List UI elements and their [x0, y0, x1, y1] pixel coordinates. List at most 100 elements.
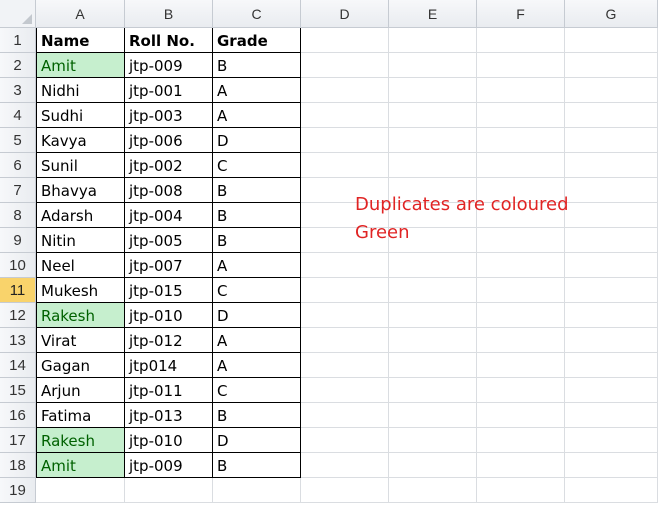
cell-e17[interactable] — [389, 428, 477, 453]
cell-f2[interactable] — [477, 53, 565, 78]
cell-c19[interactable] — [213, 478, 301, 503]
cell-g8[interactable] — [565, 203, 658, 228]
grade-cell[interactable]: B — [213, 53, 301, 78]
grade-cell[interactable]: D — [213, 128, 301, 153]
name-cell[interactable]: Amit — [36, 453, 125, 478]
name-cell[interactable]: Sudhi — [36, 103, 125, 128]
cell-e15[interactable] — [389, 378, 477, 403]
grade-cell[interactable]: A — [213, 328, 301, 353]
cell-f12[interactable] — [477, 303, 565, 328]
roll-cell[interactable]: jtp-012 — [125, 328, 213, 353]
cell-g11[interactable] — [565, 278, 658, 303]
cell-f3[interactable] — [477, 78, 565, 103]
cell-f10[interactable] — [477, 253, 565, 278]
cell-d12[interactable] — [301, 303, 389, 328]
cell-f16[interactable] — [477, 403, 565, 428]
name-cell[interactable]: Rakesh — [36, 303, 125, 328]
row-header-4[interactable]: 4 — [0, 103, 36, 128]
column-header-c[interactable]: C — [213, 0, 301, 28]
cell-e18[interactable] — [389, 453, 477, 478]
column-header-d[interactable]: D — [301, 0, 389, 28]
cell-d3[interactable] — [301, 78, 389, 103]
grade-cell[interactable]: C — [213, 153, 301, 178]
cell-a19[interactable] — [36, 478, 125, 503]
cell-d16[interactable] — [301, 403, 389, 428]
row-header-10[interactable]: 10 — [0, 253, 36, 278]
cell-g2[interactable] — [565, 53, 658, 78]
roll-cell[interactable]: jtp-001 — [125, 78, 213, 103]
cell-e1[interactable] — [389, 28, 477, 53]
name-cell[interactable]: Rakesh — [36, 428, 125, 453]
name-cell[interactable]: Amit — [36, 53, 125, 78]
grade-cell[interactable]: D — [213, 428, 301, 453]
header-cell-grade[interactable]: Grade — [213, 28, 301, 53]
roll-cell[interactable]: jtp-010 — [125, 303, 213, 328]
cell-e4[interactable] — [389, 103, 477, 128]
cell-f9[interactable] — [477, 228, 565, 253]
row-header-15[interactable]: 15 — [0, 378, 36, 403]
column-header-g[interactable]: G — [565, 0, 658, 28]
name-cell[interactable]: Adarsh — [36, 203, 125, 228]
roll-cell[interactable]: jtp-007 — [125, 253, 213, 278]
cell-d14[interactable] — [301, 353, 389, 378]
cell-d7[interactable] — [301, 178, 389, 203]
cell-d2[interactable] — [301, 53, 389, 78]
cell-e13[interactable] — [389, 328, 477, 353]
grade-cell[interactable]: A — [213, 103, 301, 128]
column-header-b[interactable]: B — [125, 0, 213, 28]
grade-cell[interactable]: A — [213, 353, 301, 378]
cell-e16[interactable] — [389, 403, 477, 428]
cell-g5[interactable] — [565, 128, 658, 153]
cell-g12[interactable] — [565, 303, 658, 328]
grade-cell[interactable]: A — [213, 253, 301, 278]
row-header-5[interactable]: 5 — [0, 128, 36, 153]
row-header-6[interactable]: 6 — [0, 153, 36, 178]
cell-f7[interactable] — [477, 178, 565, 203]
cell-e7[interactable] — [389, 178, 477, 203]
cell-b19[interactable] — [125, 478, 213, 503]
header-cell-name[interactable]: Name — [36, 28, 125, 53]
select-all-corner[interactable] — [0, 0, 36, 28]
cell-e19[interactable] — [389, 478, 477, 503]
row-header-3[interactable]: 3 — [0, 78, 36, 103]
cell-d1[interactable] — [301, 28, 389, 53]
roll-cell[interactable]: jtp-013 — [125, 403, 213, 428]
cell-g19[interactable] — [565, 478, 658, 503]
roll-cell[interactable]: jtp-015 — [125, 278, 213, 303]
row-header-7[interactable]: 7 — [0, 178, 36, 203]
cell-g15[interactable] — [565, 378, 658, 403]
cell-f18[interactable] — [477, 453, 565, 478]
cell-d9[interactable] — [301, 228, 389, 253]
cell-g17[interactable] — [565, 428, 658, 453]
name-cell[interactable]: Bhavya — [36, 178, 125, 203]
cell-f4[interactable] — [477, 103, 565, 128]
cell-g18[interactable] — [565, 453, 658, 478]
cell-e12[interactable] — [389, 303, 477, 328]
cell-g10[interactable] — [565, 253, 658, 278]
cell-d11[interactable] — [301, 278, 389, 303]
grade-cell[interactable]: B — [213, 178, 301, 203]
cell-e11[interactable] — [389, 278, 477, 303]
cell-e2[interactable] — [389, 53, 477, 78]
row-header-14[interactable]: 14 — [0, 353, 36, 378]
row-header-16[interactable]: 16 — [0, 403, 36, 428]
name-cell[interactable]: Mukesh — [36, 278, 125, 303]
cell-f8[interactable] — [477, 203, 565, 228]
column-header-a[interactable]: A — [36, 0, 125, 28]
roll-cell[interactable]: jtp-011 — [125, 378, 213, 403]
roll-cell[interactable]: jtp-010 — [125, 428, 213, 453]
grade-cell[interactable]: C — [213, 278, 301, 303]
cell-e6[interactable] — [389, 153, 477, 178]
cell-d4[interactable] — [301, 103, 389, 128]
cell-g13[interactable] — [565, 328, 658, 353]
name-cell[interactable]: Arjun — [36, 378, 125, 403]
header-cell-roll-no[interactable]: Roll No. — [125, 28, 213, 53]
row-header-2[interactable]: 2 — [0, 53, 36, 78]
name-cell[interactable]: Nidhi — [36, 78, 125, 103]
cell-e8[interactable] — [389, 203, 477, 228]
cell-g14[interactable] — [565, 353, 658, 378]
roll-cell[interactable]: jtp-009 — [125, 53, 213, 78]
cell-f19[interactable] — [477, 478, 565, 503]
roll-cell[interactable]: jtp-006 — [125, 128, 213, 153]
